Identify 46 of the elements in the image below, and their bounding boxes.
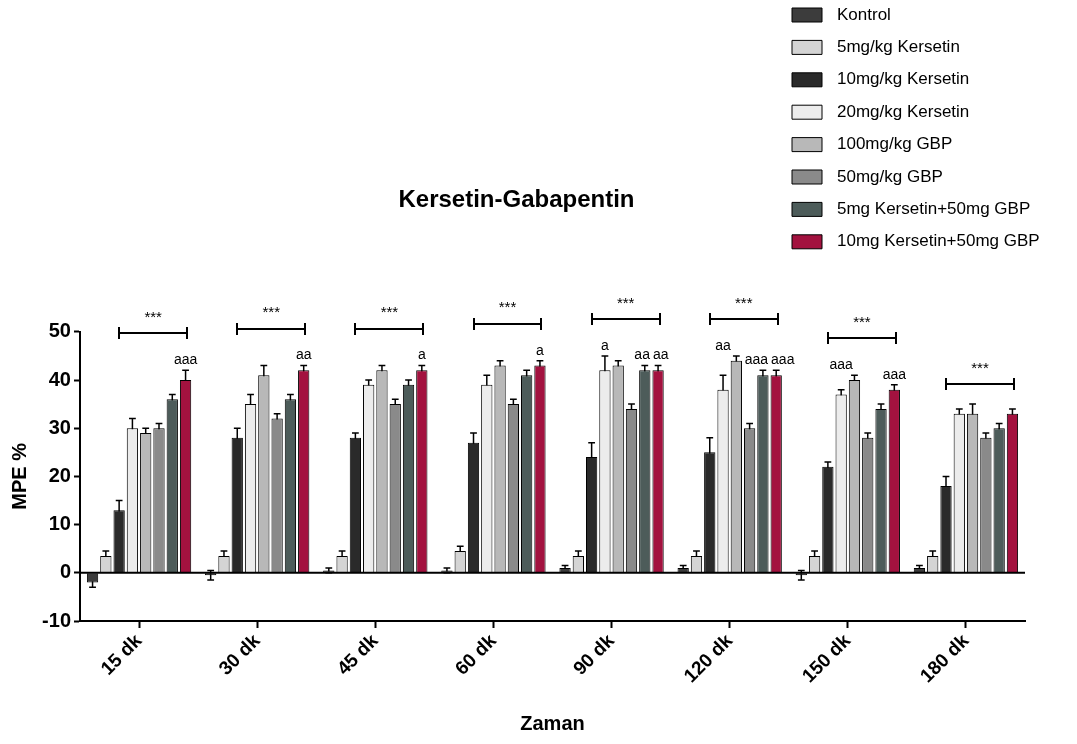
y-tick-label: -10 <box>42 608 71 631</box>
x-tick-label: 30 dk <box>214 629 265 679</box>
x-axis-title: Zaman <box>520 711 585 734</box>
text: *** <box>262 303 281 321</box>
text: *** <box>144 308 163 325</box>
x-tick-label: 180 dk <box>915 629 973 687</box>
data-label: aa <box>634 346 651 363</box>
data-label: aa <box>652 346 669 363</box>
text: *** <box>735 293 753 311</box>
y-axis-title: MPE % <box>7 442 30 510</box>
text: *** <box>380 303 399 321</box>
legend-label: Kontrol <box>837 4 891 24</box>
legend-label: 50mg/kg GBP <box>837 166 943 186</box>
annotation: *** <box>971 358 989 376</box>
text: *** <box>616 293 635 311</box>
x-tick-label: 45 dk <box>332 629 383 679</box>
data-label: aaa <box>882 365 907 382</box>
legend-label: 10mg/kg Kersetin <box>837 69 970 89</box>
data-label: aa <box>715 336 732 353</box>
x-tick-label: 90 dk <box>568 629 619 679</box>
y-tick-label: 40 <box>48 367 71 390</box>
x-tick-label: 150 dk <box>797 629 855 687</box>
legend-label: 10mg Kersetin+50mg GBP <box>837 231 1040 251</box>
y-tick-label: 20 <box>48 463 71 486</box>
legend-label: 20mg/kg Kersetin <box>837 101 970 121</box>
x-tick-label: 60 dk <box>450 629 501 679</box>
data-label: a <box>417 346 426 363</box>
data-label: a <box>536 341 545 358</box>
legend-label: 5mg Kersetin+50mg GBP <box>837 199 1031 219</box>
legend-label: 100mg/kg GBP <box>837 134 953 154</box>
legend-label: 5mg/kg Kersetin <box>837 37 960 57</box>
y-tick-label: 50 <box>48 319 71 342</box>
y-tick-label: 30 <box>48 415 71 438</box>
text: *** <box>853 312 871 330</box>
data-label: a <box>601 336 610 353</box>
x-tick-label: 15 dk <box>96 629 146 679</box>
data-label: aaa <box>173 351 198 368</box>
data-label: aaa <box>744 351 769 368</box>
data-label: aa <box>295 346 312 363</box>
y-tick-label: 0 <box>59 560 71 583</box>
data-label: aaa <box>771 351 795 368</box>
text: *** <box>498 298 517 316</box>
x-tick-label: 120 dk <box>679 629 737 687</box>
data-label: aaa <box>829 356 854 373</box>
y-tick-label: 10 <box>48 512 71 535</box>
chart-title: Kersetin-Gabapentin <box>398 185 635 213</box>
